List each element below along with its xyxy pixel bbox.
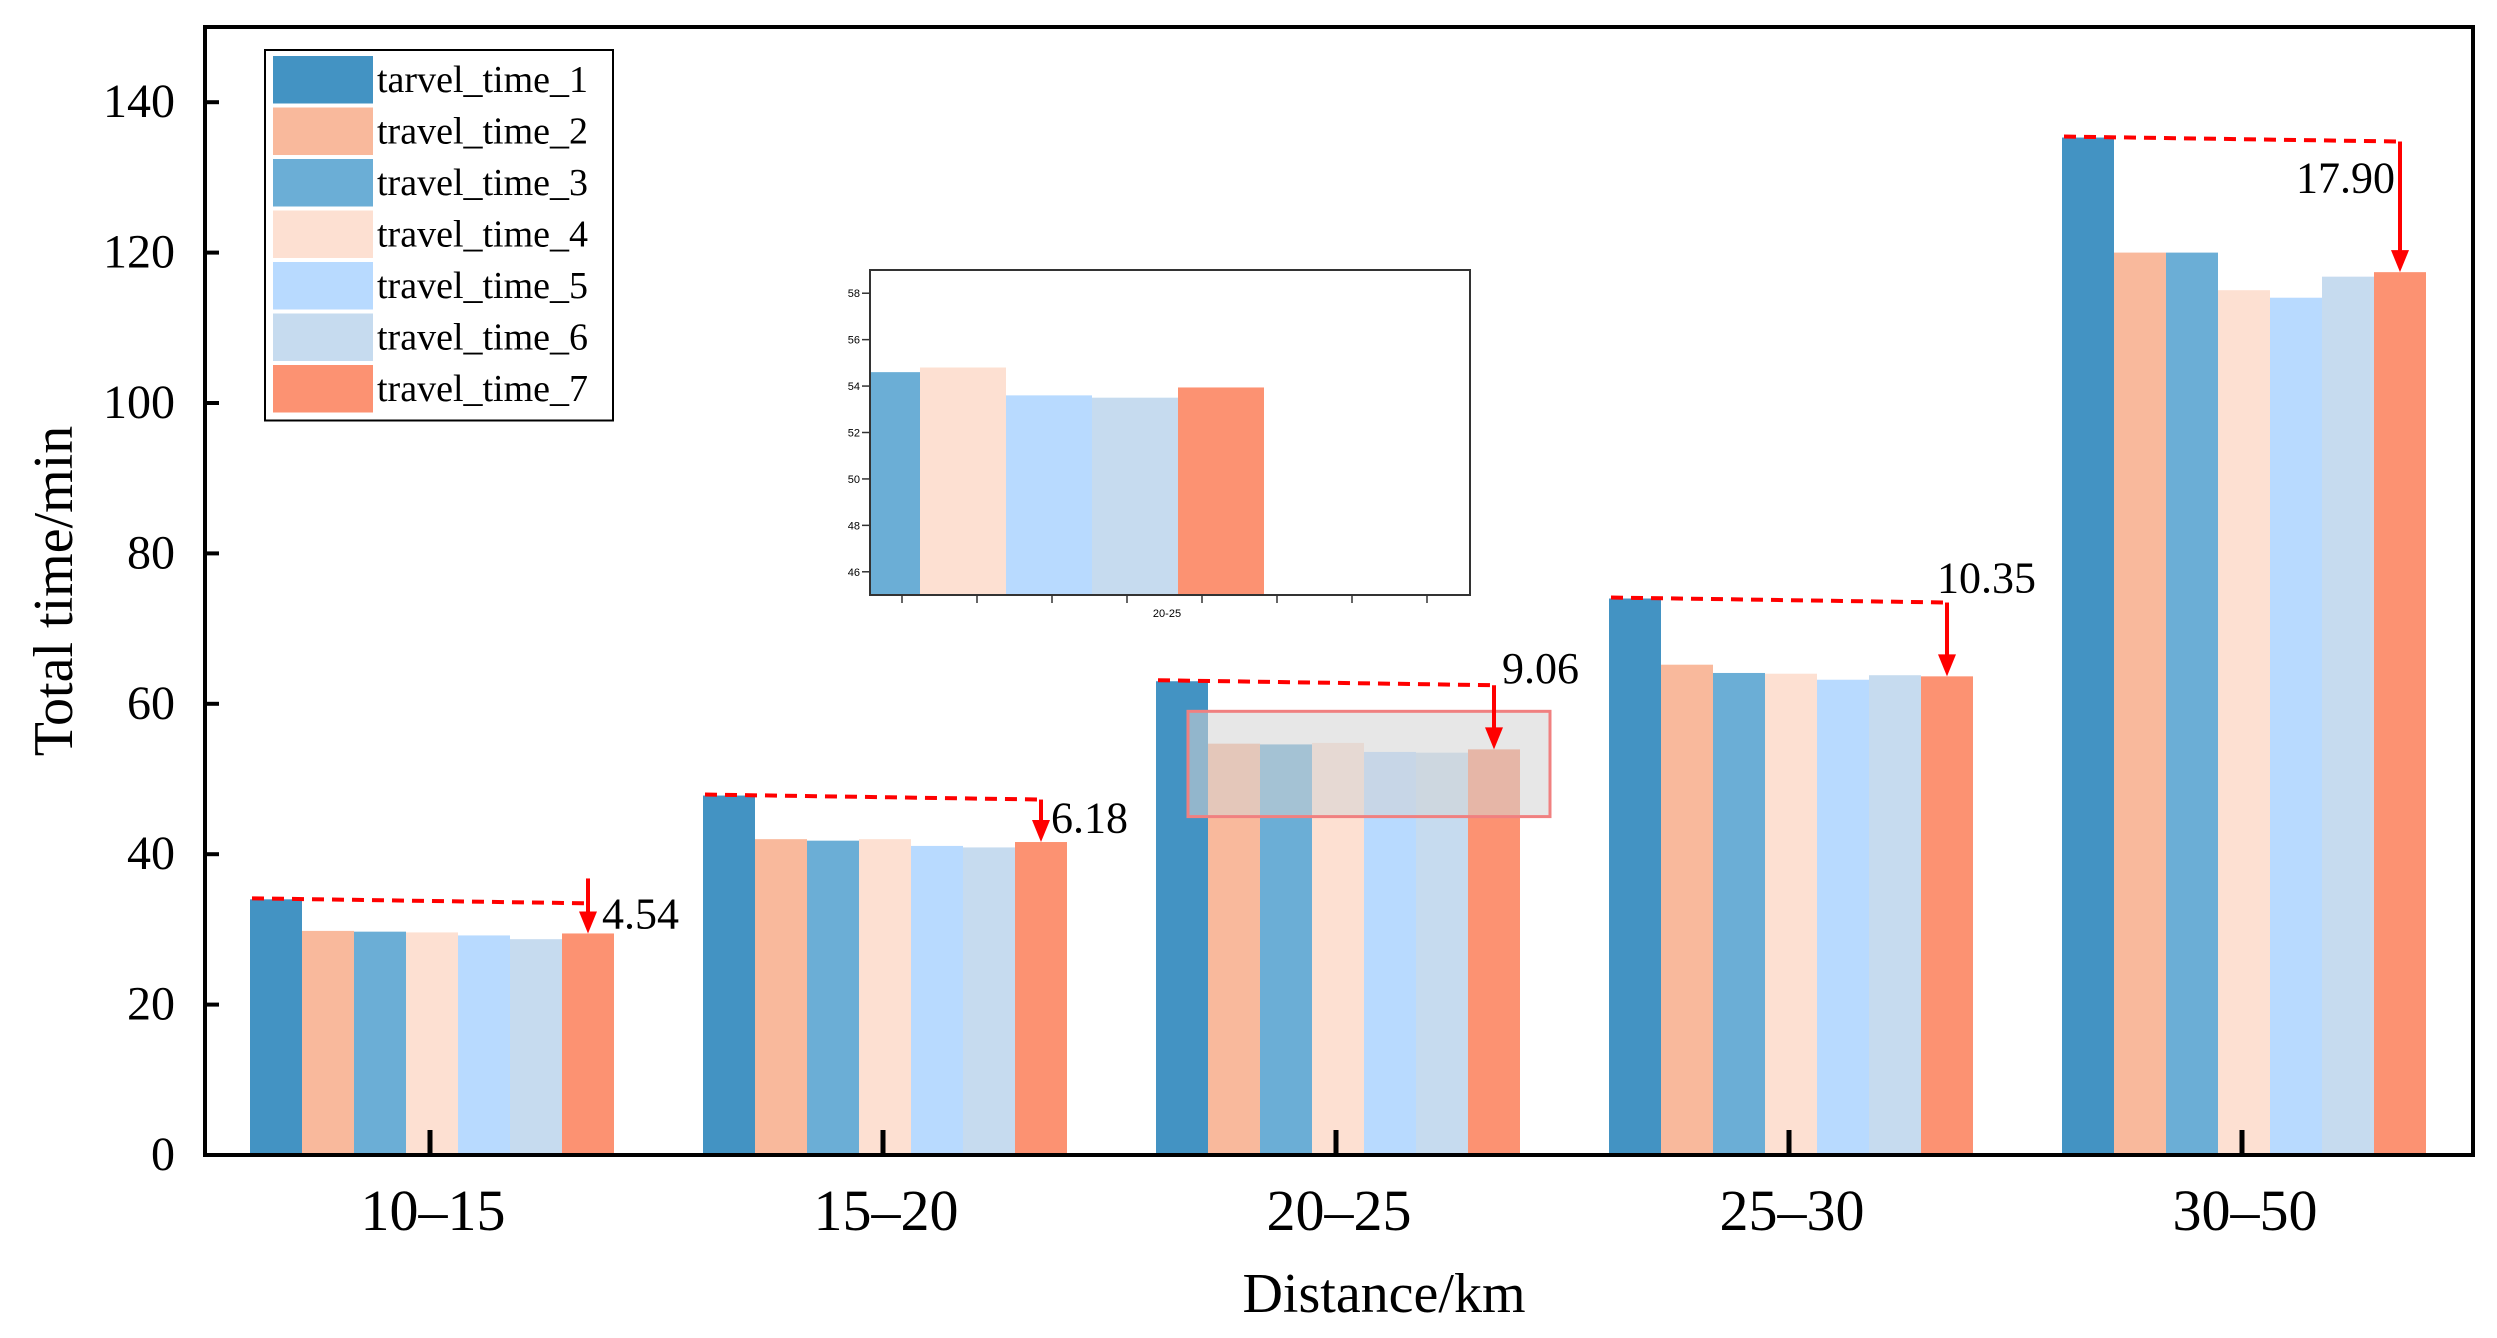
plot-frame — [203, 25, 2475, 1157]
diff-dashed-line-0 — [251, 896, 589, 906]
legend-label-4: travel_time_5 — [377, 265, 588, 307]
legend-label-3: travel_time_4 — [377, 214, 588, 256]
bar-travel_time_2-3 — [1661, 664, 1713, 1155]
diff-arrowhead-0 — [579, 911, 597, 934]
legend-swatch-1 — [273, 107, 373, 155]
bar-travel_time_3-3 — [1713, 672, 1765, 1155]
y-tick-label-7: 140 — [103, 75, 175, 128]
legend-label-2: travel_time_3 — [377, 162, 588, 204]
bar-travel_time_4-0 — [406, 932, 458, 1155]
bar-travel_time_4-3 — [1765, 673, 1817, 1155]
inset-bar-travel_time_6 — [1092, 397, 1178, 595]
diff-dashed-line-1 — [704, 792, 1042, 802]
y-axis-title: Total time/min — [23, 426, 85, 756]
inset-y-tick-label-2: 50 — [848, 474, 860, 486]
bar-travel_time_3-1 — [807, 840, 859, 1155]
legend-label-0: tarvel_time_1 — [377, 59, 588, 101]
inset-bar-travel_time_4 — [920, 367, 1006, 595]
bar-travel_time_6-2 — [1416, 752, 1468, 1155]
bar-tarvel_time_1-3 — [1609, 598, 1661, 1155]
diff-label-4: 17.90 — [2296, 154, 2395, 203]
diff-arrowhead-4 — [2391, 250, 2409, 273]
diff-dashed-line-4 — [2063, 134, 2401, 144]
inset-y-tick-label-3: 52 — [848, 428, 860, 440]
main-bars — [250, 137, 2426, 1156]
diff-dashed-line-2 — [1157, 678, 1495, 688]
bar-travel_time_2-1 — [755, 839, 807, 1155]
difference-annotations: 4.54 6.18 9.06 10.35 17.90 — [251, 134, 2409, 938]
bar-travel_time_5-2 — [1364, 751, 1416, 1155]
bar-tarvel_time_1-0 — [250, 899, 302, 1155]
diff-label-0: 4.54 — [602, 889, 679, 938]
inset-bar-travel_time_3 — [870, 372, 920, 595]
diff-label-3: 10.35 — [1937, 554, 2036, 603]
legend-swatch-4 — [273, 262, 373, 310]
bar-travel_time_5-1 — [911, 845, 963, 1155]
bar-travel_time_6-4 — [2322, 276, 2374, 1155]
bar-travel_time_2-4 — [2114, 252, 2166, 1156]
bar-travel_time_4-4 — [2218, 290, 2270, 1155]
bar-travel_time_7-3 — [1921, 676, 1973, 1155]
bar-travel_time_6-1 — [963, 847, 1015, 1155]
legend-swatch-3 — [273, 210, 373, 258]
bar-travel_time_2-0 — [302, 930, 354, 1155]
bar-travel_time_5-3 — [1817, 679, 1869, 1155]
inset-bar-travel_time_5 — [1006, 395, 1092, 595]
inset-bar-travel_time_7 — [1178, 387, 1264, 595]
diff-label-2: 9.06 — [1502, 644, 1579, 693]
axes: 0 20 40 60 80 100 120 140 10–15 15–20 20–25 25–30 30… — [23, 25, 2475, 1325]
legend-swatch-6 — [273, 365, 373, 413]
bar-travel_time_5-0 — [458, 935, 510, 1155]
x-tick-label-1: 15–20 — [814, 1178, 959, 1243]
legend-swatch-5 — [273, 313, 373, 361]
x-tick-label-3: 25–30 — [1720, 1178, 1865, 1243]
bar-travel_time_6-0 — [510, 939, 562, 1155]
diff-arrowhead-3 — [1938, 654, 1956, 677]
bar-travel_time_3-0 — [354, 931, 406, 1155]
y-tick-label-3: 60 — [127, 677, 175, 730]
bar-tarvel_time_1-4 — [2062, 137, 2114, 1155]
inset-y-tick-label-0: 46 — [848, 567, 860, 579]
legend-swatch-0 — [273, 56, 373, 104]
inset-y-tick-label-1: 48 — [848, 520, 860, 532]
x-axis-title: Distance/km — [1242, 1263, 1525, 1325]
bar-travel_time_7-0 — [562, 933, 614, 1155]
diff-arrowhead-2 — [1485, 727, 1503, 750]
bar-travel_time_5-4 — [2270, 297, 2322, 1156]
y-tick-label-6: 120 — [103, 226, 175, 279]
x-tick-label-2: 20–25 — [1267, 1178, 1412, 1243]
inset-y-tick-label-4: 54 — [848, 381, 860, 393]
legend-label-6: travel_time_7 — [377, 368, 588, 410]
inset-x-tick-label: 20-25 — [1153, 608, 1181, 620]
legend-swatch-2 — [273, 159, 373, 207]
y-tick-label-1: 20 — [127, 978, 175, 1031]
y-tick-label-5: 100 — [103, 376, 175, 429]
diff-label-1: 6.18 — [1051, 794, 1128, 843]
legend-label-1: travel_time_2 — [377, 111, 588, 153]
inset-chart: 46 48 50 52 54 56 58 20-25 — [848, 269, 1471, 620]
bar-travel_time_7-1 — [1015, 842, 1067, 1155]
inset-y-tick-label-5: 56 — [848, 335, 860, 347]
legend: tarvel_time_1 travel_time_2 travel_time_3t… — [264, 49, 614, 422]
inset-y-tick-label-6: 58 — [848, 288, 860, 300]
diff-arrowhead-1 — [1032, 820, 1050, 843]
y-tick-label-0: 0 — [151, 1128, 175, 1181]
x-tick-label-4: 30–50 — [2173, 1178, 2318, 1243]
y-tick-label-2: 40 — [127, 827, 175, 880]
diff-dashed-line-3 — [1610, 595, 1948, 605]
bar-tarvel_time_1-1 — [703, 795, 755, 1155]
bar-travel_time_6-3 — [1869, 675, 1921, 1155]
x-tick-label-0: 10–15 — [361, 1178, 506, 1243]
bar-travel_time_7-4 — [2374, 272, 2426, 1156]
bar-travel_time_4-1 — [859, 839, 911, 1155]
legend-label-5: travel_time_6 — [377, 317, 588, 359]
y-tick-label-4: 80 — [127, 526, 175, 579]
bar-travel_time_3-4 — [2166, 252, 2218, 1156]
